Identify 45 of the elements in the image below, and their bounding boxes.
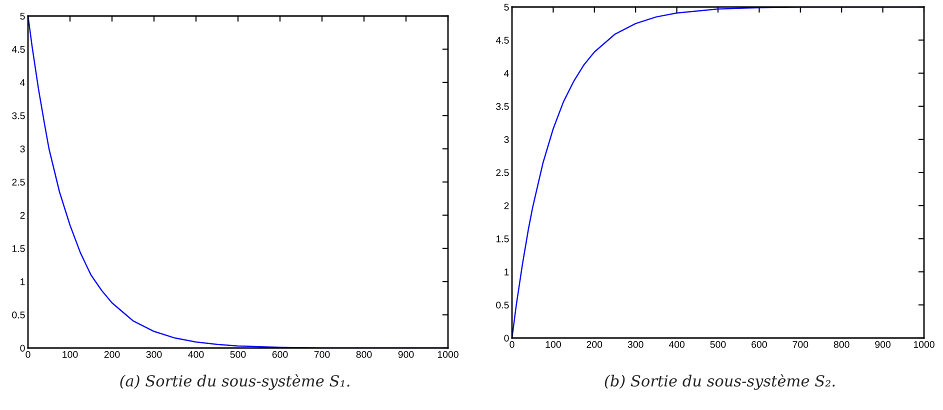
y-tick-label: 2 bbox=[20, 212, 25, 219]
x-tick-label: 900 bbox=[875, 341, 891, 348]
x-tick-label: 400 bbox=[668, 341, 685, 348]
x-tick-label: 300 bbox=[146, 351, 162, 358]
y-tick-label: 2.5 bbox=[496, 169, 509, 176]
y-tick-label: 2.5 bbox=[12, 178, 25, 186]
x-tick-label: 600 bbox=[752, 341, 767, 348]
x-tick-label: 500 bbox=[710, 341, 726, 348]
x-tick-label: 100 bbox=[546, 341, 561, 348]
x-tick-label: 0 bbox=[26, 351, 30, 358]
x-tick-label: 600 bbox=[272, 351, 288, 358]
x-tick-label: 700 bbox=[314, 351, 330, 358]
y-tick-label: 5 bbox=[20, 12, 25, 20]
x-tick-label: 900 bbox=[398, 351, 414, 358]
text: (a) Sortie du sous-système S₁. bbox=[120, 374, 350, 390]
text: (b) Sortie du sous-système S₂. bbox=[604, 374, 835, 390]
x-tick-label: 1000 bbox=[438, 351, 458, 358]
x-tick-label: 100 bbox=[62, 351, 78, 358]
x-tick-label: 200 bbox=[104, 351, 120, 358]
y-tick-label: 0.5 bbox=[12, 312, 25, 318]
x-tick-label: 0 bbox=[510, 341, 514, 348]
y-tick-label: 1.5 bbox=[496, 236, 509, 242]
x-tick-label: 700 bbox=[792, 341, 808, 348]
y-tick-label: 0.5 bbox=[496, 302, 509, 309]
y-tick-label: 2 bbox=[504, 202, 509, 210]
y-tick-label: 0 bbox=[504, 334, 509, 342]
x-tick-label: 500 bbox=[230, 351, 246, 358]
y-tick-label: 1 bbox=[504, 268, 509, 276]
x-tick-label: 800 bbox=[356, 351, 372, 358]
y-tick-label: 3 bbox=[20, 146, 25, 152]
y-tick-label: 1 bbox=[20, 278, 25, 286]
y-tick-label: 3.5 bbox=[496, 103, 509, 110]
y-tick-label: 4.5 bbox=[12, 46, 25, 53]
y-tick-label: 4.5 bbox=[496, 36, 509, 44]
y-tick-label: 3 bbox=[504, 136, 509, 144]
y-tick-label: 4 bbox=[504, 70, 509, 77]
y-tick-label: 1.5 bbox=[12, 245, 25, 252]
x-tick-label: 400 bbox=[188, 351, 204, 358]
y-tick-label: 5 bbox=[504, 4, 509, 11]
x-tick-label: 800 bbox=[834, 341, 850, 348]
x-tick-label: 300 bbox=[628, 341, 644, 348]
x-tick-label: 1000 bbox=[914, 341, 934, 348]
y-tick-label: 3.5 bbox=[12, 112, 25, 120]
y-tick-label: 4 bbox=[20, 79, 25, 86]
x-tick-label: 200 bbox=[586, 341, 602, 348]
